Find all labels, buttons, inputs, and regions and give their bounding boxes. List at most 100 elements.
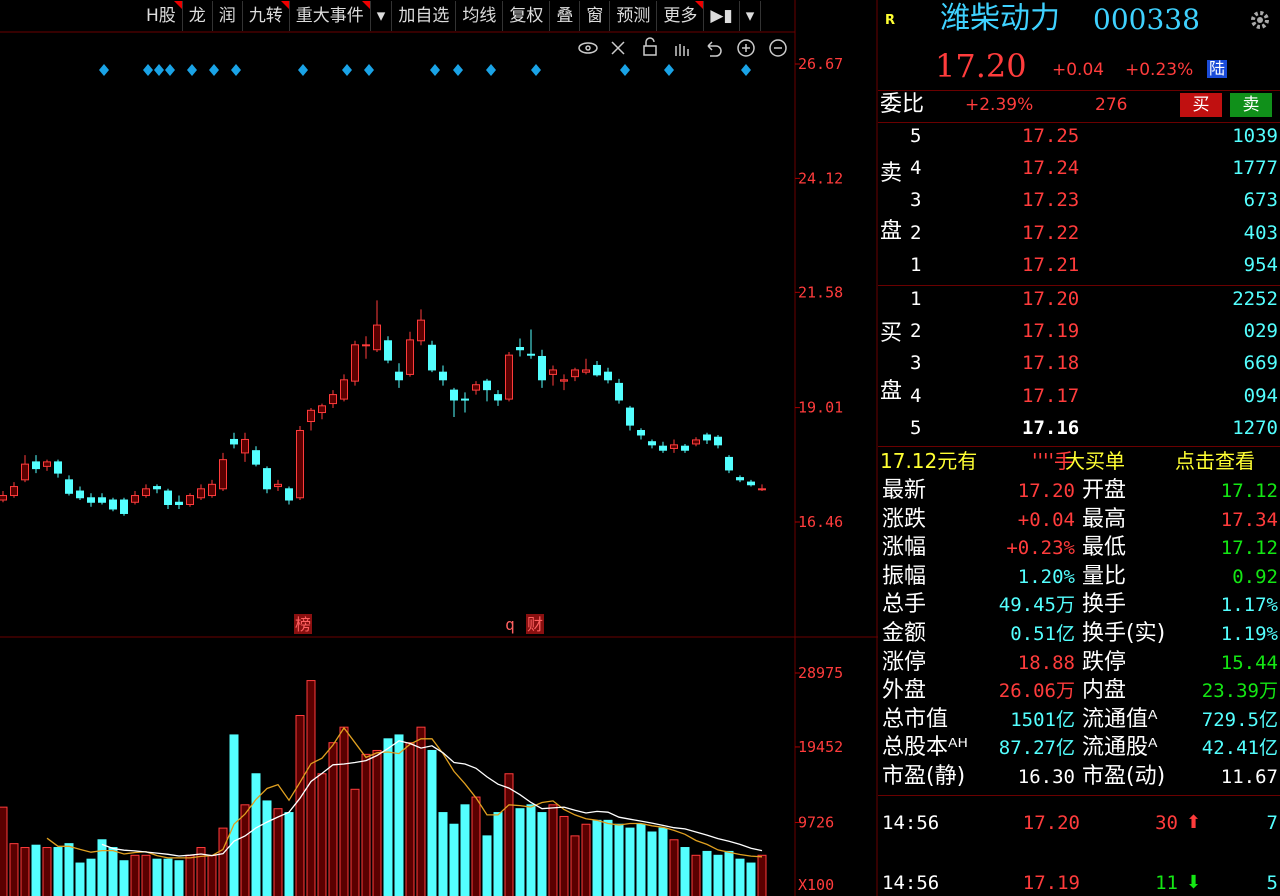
volume-bar xyxy=(625,827,635,896)
candle-body xyxy=(285,488,293,501)
volume-bar xyxy=(526,804,536,896)
book-level: 3 xyxy=(910,189,922,212)
toolbar-button[interactable]: H股 xyxy=(140,1,183,31)
buy-button[interactable]: 买 xyxy=(1180,93,1222,117)
stat-label: 涨幅 xyxy=(882,535,927,561)
volume-bar xyxy=(438,812,448,896)
tick-time: 14:56 xyxy=(882,812,940,834)
tick-price: 17.19 xyxy=(1022,872,1080,894)
event-marker: q xyxy=(505,615,515,634)
toolbar-button[interactable]: 润 xyxy=(213,1,243,31)
candle-body xyxy=(109,499,117,510)
candle-body xyxy=(186,495,194,506)
candle-body xyxy=(582,369,590,373)
toolbar-button[interactable]: 复权 xyxy=(503,1,551,31)
volume-bar xyxy=(691,854,701,896)
book-level: 4 xyxy=(910,157,922,180)
tick-price: 17.20 xyxy=(1022,812,1080,834)
candle-body xyxy=(472,384,480,391)
volume-bar xyxy=(218,827,228,896)
market-badge: 陆 xyxy=(1207,59,1228,78)
book-level: 2 xyxy=(910,320,922,343)
toolbar-button[interactable]: 预测 xyxy=(610,1,658,31)
volume-bar xyxy=(757,854,767,896)
side-label: 盘 xyxy=(880,379,903,404)
candle-body xyxy=(54,461,62,474)
toolbar-icon[interactable]: ▾ xyxy=(740,1,762,31)
value: +2.39% xyxy=(965,95,1034,115)
stat-label: 振幅 xyxy=(882,563,927,589)
stat-value: 42.41亿 xyxy=(1201,737,1278,760)
candle-body xyxy=(175,501,183,506)
book-volume: 954 xyxy=(1243,253,1278,276)
price-tick-label: 24.12 xyxy=(798,169,843,187)
label: 委比 xyxy=(880,92,925,117)
sell-button[interactable]: 卖 xyxy=(1230,93,1272,117)
candle-body xyxy=(483,380,491,391)
stat-value: 17.20 xyxy=(1017,480,1075,502)
candle-body xyxy=(560,379,568,382)
volume-bar xyxy=(702,850,712,896)
book-level: 1 xyxy=(910,253,922,276)
volume-bar xyxy=(163,858,173,896)
volume-tick-label: 9726 xyxy=(798,813,834,831)
volume-bar xyxy=(317,773,327,896)
change: +0.04 xyxy=(1052,60,1105,80)
toolbar-button[interactable]: 加自选 xyxy=(392,1,457,31)
candle-body xyxy=(681,445,689,451)
stat-label: 总股本ᴬᴴ xyxy=(882,735,968,761)
volume-bar xyxy=(614,823,624,896)
banner-link[interactable]: 点击查看 xyxy=(1175,449,1255,473)
volume-bar xyxy=(295,715,305,896)
stat-label: 外盘 xyxy=(882,678,927,704)
divider xyxy=(878,446,1280,447)
volume-bar xyxy=(647,831,657,896)
volume-bar xyxy=(482,835,492,896)
volume-bar xyxy=(284,812,294,896)
dropdown[interactable]: ▾ xyxy=(371,1,393,31)
book-price: 17.18 xyxy=(1022,352,1080,375)
toolbar-button[interactable]: 龙 xyxy=(183,1,213,31)
volume-bar xyxy=(174,860,184,896)
volume-bar xyxy=(548,804,558,896)
candle-body xyxy=(604,371,612,381)
book-level: 3 xyxy=(910,352,922,375)
volume-bar xyxy=(416,726,426,896)
volume-bar xyxy=(746,862,756,896)
toolbar-icon[interactable]: ▶▮ xyxy=(704,1,740,31)
toolbar-button[interactable]: 叠 xyxy=(550,1,581,31)
toolbar-button[interactable]: 均线 xyxy=(456,1,504,31)
candle-body xyxy=(527,353,535,356)
candle-body xyxy=(197,488,205,499)
toolbar-button[interactable]: 窗 xyxy=(580,1,611,31)
candle-body xyxy=(648,441,656,446)
candle-body xyxy=(0,495,7,501)
banner: 大买单 xyxy=(1065,449,1125,473)
toolbar-button[interactable]: 重大事件 xyxy=(290,1,371,31)
stat-label: 最高 xyxy=(1082,506,1127,532)
volume-bar xyxy=(273,808,283,896)
volume-bar xyxy=(97,839,107,896)
toolbar-button[interactable]: 更多 xyxy=(657,1,705,31)
candle-body xyxy=(516,347,524,351)
volume-bar xyxy=(141,854,151,896)
volume-bar xyxy=(0,806,8,896)
book-volume: 1777 xyxy=(1232,157,1278,180)
candle-body xyxy=(703,434,711,441)
volume-bar xyxy=(64,843,74,896)
volume-bar xyxy=(724,850,734,896)
stat-value: +0.04 xyxy=(1017,508,1075,531)
settings-icon[interactable] xyxy=(1248,8,1272,32)
chart-tools[interactable] xyxy=(578,37,787,57)
volume-bar xyxy=(361,753,371,896)
stat-label: 流通值ᴬ xyxy=(1082,706,1158,732)
stat-label: 内盘 xyxy=(1082,678,1127,704)
candle-body xyxy=(637,429,645,436)
volume-bar xyxy=(240,804,250,896)
candle-body xyxy=(296,429,304,499)
candle-body xyxy=(318,405,326,414)
book-level: 5 xyxy=(910,416,922,439)
toolbar-button[interactable]: 九转 xyxy=(243,1,290,31)
